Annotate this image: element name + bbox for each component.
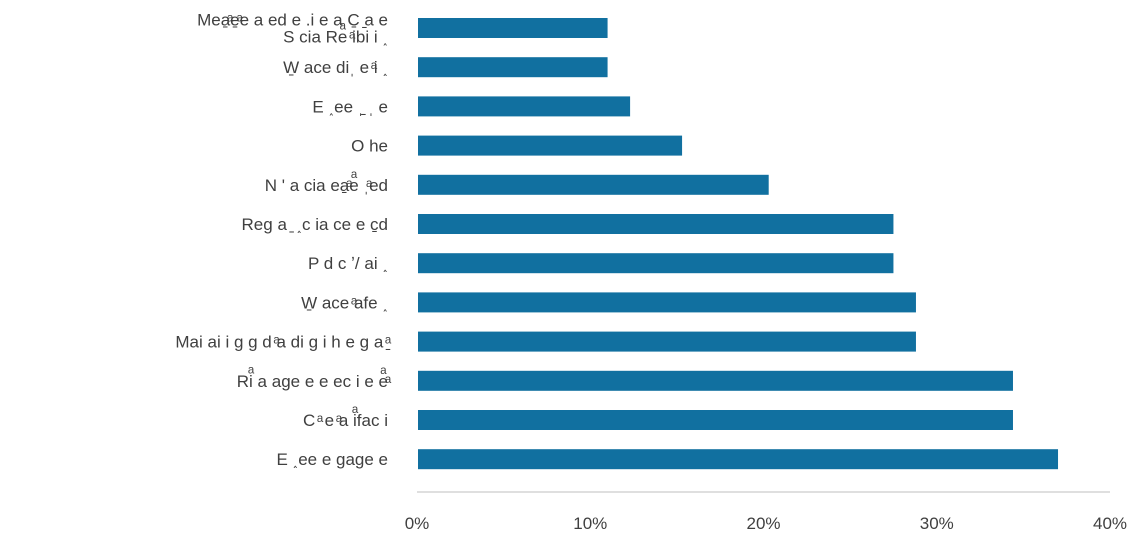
x-tick-labels: 0% 10% 20% 30% 40% — [405, 514, 1127, 533]
bar — [418, 174, 769, 195]
x-tick-label: 0% — [405, 514, 430, 533]
bar — [418, 292, 916, 313]
bar — [418, 96, 631, 117]
x-tick-label: 30% — [920, 514, 954, 533]
bar — [418, 18, 608, 38]
category-label: O he — [351, 137, 388, 156]
category-label: Reg a ̱ ˰c ia ce e c̱d — [242, 215, 388, 234]
category-label: E ˰ee e gage e — [276, 450, 388, 469]
bar — [418, 331, 916, 352]
category-label: C ͣ e ͣa iͣfac i — [303, 406, 388, 430]
category-labels: Mea̱ͣe̱ͣe a ed e .i e a C̱ ̱a eS cia Reͣ… — [175, 11, 392, 470]
category-label: Mea̱ͣe̱ͣe a ed e .i e a C̱ ̱a e — [197, 11, 388, 30]
bar — [418, 370, 1013, 391]
bars-group — [418, 18, 1059, 470]
category-label: Riͣ a age e e ec i e eͣͣ — [237, 367, 392, 391]
category-label: Mai ai i g g d ͣa di g i h e g a ̱ͣ — [175, 333, 392, 352]
category-label: W̱ ace diˌ e ͣi ˰ — [283, 58, 388, 77]
category-label: E ˰ee ˌ̱ ˌ e — [312, 97, 388, 116]
x-tick-label: 40% — [1093, 514, 1127, 533]
bar — [418, 253, 894, 274]
category-label: W̱ ace ͣafe ˰ — [301, 293, 388, 312]
x-tick-label: 20% — [746, 514, 780, 533]
category-label: S cia Reͣ ͣibi i ˰ — [283, 23, 388, 47]
bar — [418, 449, 1059, 470]
x-tick-label: 10% — [573, 514, 607, 533]
bar — [418, 410, 1013, 430]
bar — [418, 214, 894, 234]
category-label: P d c ʼ/ ai ˰ — [308, 254, 388, 273]
bar — [418, 57, 608, 78]
category-label: N ' a cia ea̱ͣeͣ ˌͣed — [265, 171, 388, 195]
bar — [418, 135, 683, 156]
